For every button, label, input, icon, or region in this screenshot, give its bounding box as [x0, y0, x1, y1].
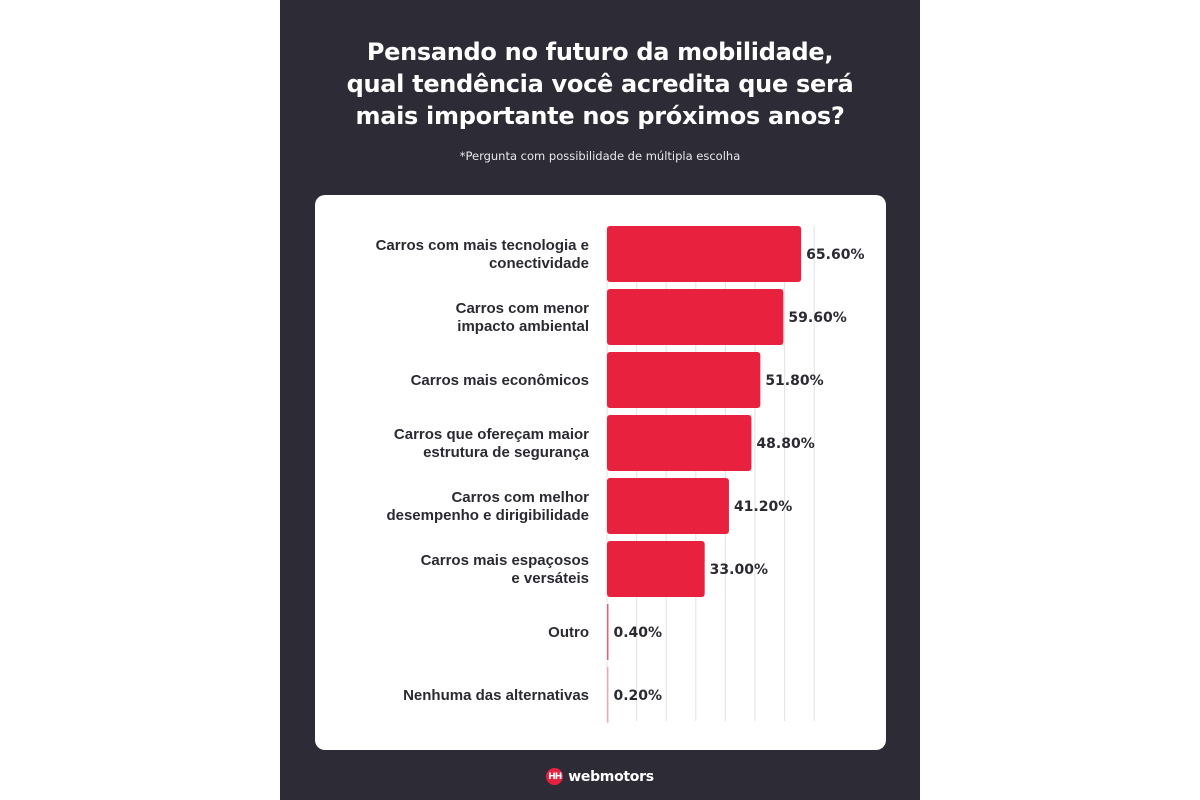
category-label: conectividade [489, 255, 589, 272]
webmotors-logo-icon: HH [546, 768, 564, 785]
bar [607, 604, 609, 660]
value-label: 33.00% [710, 562, 768, 578]
category-label: estrutura de segurança [423, 444, 590, 461]
value-label: 65.60% [806, 247, 864, 263]
category-label: Carros mais espaçosos [421, 552, 589, 569]
category-label: Carros mais econômicos [411, 372, 589, 389]
category-label: Carros com menor [456, 300, 590, 317]
category-label: Carros que ofereçam maior [394, 426, 589, 443]
brand-footer: HH webmotors [280, 768, 920, 785]
category-label: Carros com melhor [451, 489, 589, 506]
title-line: Pensando no futuro da mobilidade, [366, 38, 834, 66]
brand-name: webmotors [568, 768, 654, 785]
bar [607, 352, 761, 408]
category-label: Carros com mais tecnologia e [376, 237, 589, 254]
value-label: 48.80% [756, 436, 814, 452]
chart-card: 65.60% Carros com mais tecnologia e conect… [315, 195, 886, 750]
bar [607, 415, 752, 471]
category-label: desempenho e dirigibilidade [386, 507, 589, 524]
category-label: Nenhuma das alternativas [403, 687, 589, 704]
title-line: qual tendência você acredita que será [346, 70, 854, 98]
value-label: 51.80% [765, 373, 823, 389]
value-label: 41.20% [734, 499, 792, 515]
bar-chart: 65.60% Carros com mais tecnologia econect… [376, 226, 864, 723]
category-label: impacto ambiental [457, 318, 589, 335]
category-label: e versáteis [511, 570, 589, 587]
bar [607, 478, 729, 534]
bar [607, 289, 784, 345]
bar [607, 667, 609, 723]
value-label: 0.40% [614, 625, 663, 641]
bar [607, 541, 705, 597]
value-label: 59.60% [788, 310, 846, 326]
title-line: mais importante nos próximos anos? [355, 102, 845, 130]
bar [607, 226, 802, 282]
chart-subtitle: *Pergunta com possibilidade de múltipla … [459, 149, 741, 163]
chart-title: Pensando no futuro da mobilidade, qual t… [280, 36, 920, 132]
category-label: Outro [548, 624, 589, 641]
value-label: 0.20% [614, 688, 663, 704]
infographic-panel: Pensando no futuro da mobilidade, qual t… [280, 0, 920, 800]
